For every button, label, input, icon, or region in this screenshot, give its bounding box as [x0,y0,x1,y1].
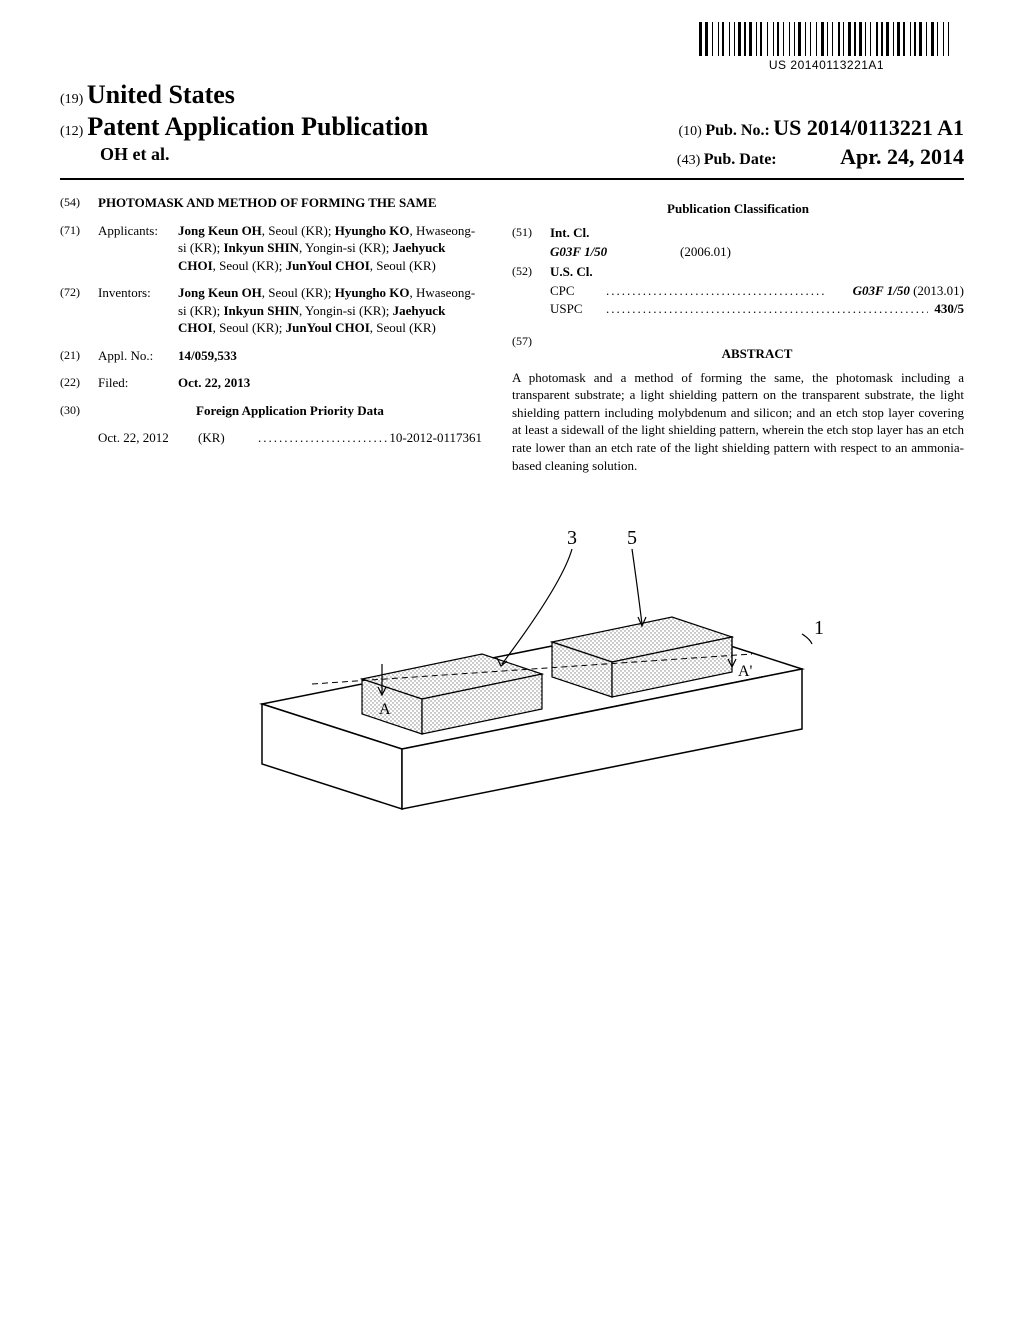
barcode-block: US 20140113221A1 [699,22,954,72]
header: (19) United States (12) Patent Applicati… [60,80,964,170]
hdr-line1-num: (19) [60,92,83,107]
hdr-pubno-num: (10) [679,124,702,139]
priority-value: 10-2012-0117361 [389,429,482,447]
title-num: (54) [60,194,98,212]
priority-num: (30) [60,402,98,420]
divider [60,178,964,180]
applicants-num: (71) [60,222,98,275]
right-column: Publication Classification (51) Int. Cl.… [512,194,964,474]
label-Aprime: A' [738,663,753,680]
priority-country: (KR) [198,429,258,447]
label-5: 5 [627,527,637,549]
hdr-line2-num: (12) [60,124,83,139]
intcl-year: (2006.01) [680,243,731,261]
figure: A A' 3 5 1 [60,514,964,854]
uspc-label: USPC [550,300,600,318]
label-1: 1 [814,617,824,639]
left-column: (54) PHOTOMASK AND METHOD OF FORMING THE… [60,194,482,474]
label-3: 3 [567,527,577,549]
filed-num: (22) [60,374,98,392]
uscl-num: (52) [512,263,550,281]
applno-num: (21) [60,347,98,365]
abstract-label: ABSTRACT [550,345,964,363]
cpc-row: CPC ....................................… [550,282,964,300]
barcode [699,22,954,56]
patent-figure-svg: A A' 3 5 1 [192,514,832,854]
barcode-text: US 20140113221A1 [699,58,954,72]
hdr-authors: OH et al. [60,144,170,170]
intcl-code: G03F 1/50 [550,243,680,261]
hdr-pubdate-label: Pub. Date: [704,151,777,168]
priority-heading: Foreign Application Priority Data [98,402,482,420]
hdr-pubdate-value: Apr. 24, 2014 [840,144,964,169]
classification-heading: Publication Classification [512,200,964,218]
invention-title: PHOTOMASK AND METHOD OF FORMING THE SAME [98,194,482,212]
hdr-pubdate-num: (43) [677,153,700,168]
cpc-label: CPC [550,282,600,300]
inventors-num: (72) [60,284,98,337]
priority-date: Oct. 22, 2012 [98,429,198,447]
dots-leader: ........................................… [606,300,928,318]
label-A: A [379,701,391,718]
abstract-num: (57) [512,333,550,369]
inventors-label: Inventors: [98,284,178,337]
uspc-row: USPC ...................................… [550,300,964,318]
inventors-text: Jong Keun OH, Seoul (KR); Hyungho KO, Hw… [178,284,482,337]
biblio-columns: (54) PHOTOMASK AND METHOD OF FORMING THE… [60,194,964,474]
intcl-label: Int. Cl. [550,224,964,242]
hdr-line2-text: Patent Application Publication [87,112,428,141]
cpc-value: G03F 1/50 [853,283,910,298]
filed-label: Filed: [98,374,178,392]
priority-row: Oct. 22, 2012 (KR) .....................… [98,429,482,447]
abstract-text: A photomask and a method of forming the … [512,369,964,474]
uspc-value: 430/5 [934,300,964,318]
applno-label: Appl. No.: [98,347,178,365]
hdr-line1-text: United States [87,80,235,109]
applicants-text: Jong Keun OH, Seoul (KR); Hyungho KO, Hw… [178,222,482,275]
filed-value: Oct. 22, 2013 [178,374,482,392]
uscl-label: U.S. Cl. [550,263,964,281]
hdr-pubno-label: Pub. No.: [705,122,769,139]
applicants-label: Applicants: [98,222,178,275]
dots-leader: ........................................… [606,282,847,300]
intcl-num: (51) [512,224,550,242]
dots-leader: ......................... [258,429,389,447]
hdr-pubno-value: US 2014/0113221 A1 [773,115,964,140]
applno-value: 14/059,533 [178,347,482,365]
